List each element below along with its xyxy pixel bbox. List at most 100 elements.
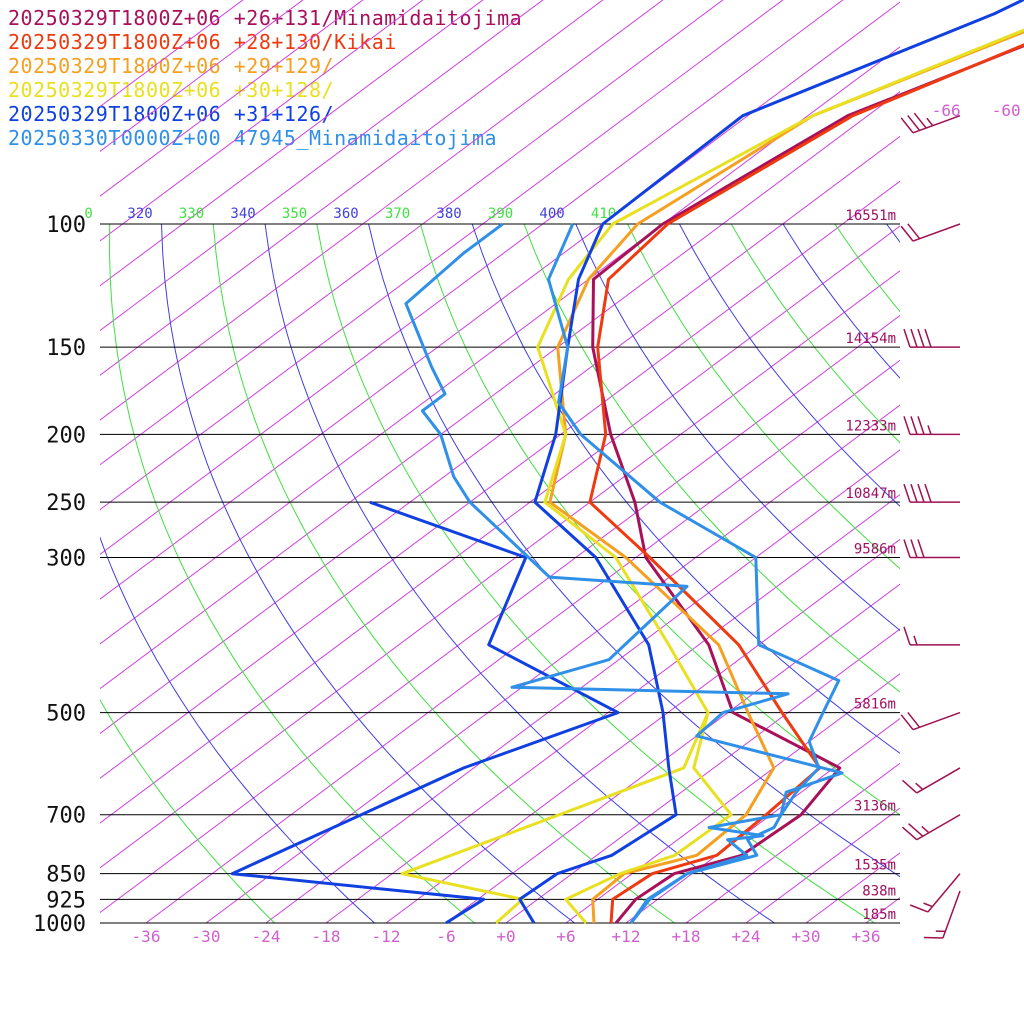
isotherm-line <box>100 0 724 466</box>
wind-barb-flag <box>903 539 911 558</box>
temperature-line <box>518 0 1024 924</box>
dewpoint-line <box>400 711 710 925</box>
dry-adiabat-line <box>730 224 900 444</box>
theta-label: 320 <box>127 206 152 222</box>
height-label: 9586m <box>854 542 896 558</box>
height-label: 14154m <box>845 331 896 347</box>
isotherm-line <box>685 762 900 923</box>
dewpoint-line <box>404 222 844 924</box>
isotherm-line <box>100 91 900 690</box>
temperature-tick-label: -30 <box>192 927 221 946</box>
height-label: 1535m <box>854 858 896 874</box>
wind-barb-flag <box>910 416 918 435</box>
wind-barb-flag <box>917 483 925 503</box>
theta-labels: 0 320 330 340 350 360 370 380 390 400 410 <box>84 206 616 222</box>
isotherm-line <box>385 538 900 923</box>
isobars: 100 16551m 150 14154m 200 12333m 250 10847m 300 9… <box>33 208 900 937</box>
theta-label: 0 <box>84 206 92 222</box>
height-label: 185m <box>862 907 896 923</box>
temperature-line <box>547 223 841 924</box>
legend-item: 20250330T0000Z+00 47945_Minamidaitojima <box>8 126 498 150</box>
dry-adiabat-line <box>109 224 475 923</box>
theta-label: 410 <box>591 206 616 222</box>
wind-barb-half-flag <box>915 782 924 790</box>
temperature-tick-label: -24 <box>252 927 281 946</box>
dry-adiabat-line <box>100 698 275 923</box>
isotherm-line <box>100 270 900 869</box>
temperature-tick-label: +6 <box>556 927 575 946</box>
pressure-label: 300 <box>46 547 86 572</box>
isotherm-line <box>100 1 900 600</box>
dry-adiabat-line <box>419 224 900 816</box>
height-label: 12333m <box>845 418 896 434</box>
temperature-tick-label: +30 <box>792 927 821 946</box>
theta-label: 330 <box>179 206 204 222</box>
wind-barb-half-flag <box>923 902 933 908</box>
temperature-tick-label: +12 <box>612 927 641 946</box>
wind-barb-flag <box>903 328 911 348</box>
height-label: 16551m <box>845 208 896 224</box>
wind-barb-half-flag <box>926 117 934 127</box>
pressure-label: 100 <box>46 213 86 238</box>
temperature-tick-label: +36 <box>852 927 881 946</box>
dry-adiabat-line <box>782 224 900 379</box>
isotherm-line <box>865 897 900 923</box>
legend-item: 20250329T1800Z+06 +29+129/ <box>8 54 335 78</box>
wind-barb-flag <box>908 823 924 837</box>
isotherm-line <box>445 583 900 923</box>
wind-barb-half-flag <box>913 635 918 646</box>
isotherm-line <box>625 717 900 923</box>
wind-barb-flag <box>900 714 914 731</box>
temperature-tick-label: +18 <box>672 927 701 946</box>
legend-item: 20250329T1800Z+06 +30+128/ <box>8 78 335 102</box>
wind-barb-flag <box>917 416 925 435</box>
isotherm-line <box>100 0 844 555</box>
height-label: 3136m <box>854 799 896 815</box>
theta-label: 380 <box>436 206 461 222</box>
wind-barb-flag <box>910 328 918 348</box>
isotherm-line <box>325 494 900 923</box>
dry-adiabats <box>100 224 900 923</box>
wind-barb-flag <box>917 328 925 348</box>
isotherm-line <box>100 0 364 197</box>
pressure-label: 200 <box>46 423 86 448</box>
temperature-tick-label: -12 <box>372 927 401 946</box>
wind-barb-flag <box>907 223 921 240</box>
wind-barb-flag <box>910 539 918 558</box>
temperature-tick-label: -18 <box>312 927 341 946</box>
wind-barb-flag <box>909 904 929 913</box>
pressure-label: 700 <box>46 804 86 829</box>
pressure-label: 250 <box>46 491 86 516</box>
wind-barb-half-flag <box>921 825 930 834</box>
isotherm-line <box>805 852 900 923</box>
theta-label: 370 <box>385 206 410 222</box>
isotherm-line <box>100 225 900 824</box>
dry-adiabat-line <box>834 224 900 313</box>
dry-adiabat-line <box>100 536 375 923</box>
legend-item: 20250329T1800Z+06 +26+131/Minamidaitojim… <box>8 6 523 30</box>
isotherm-line <box>205 404 900 923</box>
isotherm-line <box>565 673 900 923</box>
dewpoint-line <box>230 500 620 925</box>
wind-barb-flag <box>903 626 911 646</box>
wind-barb-staff <box>912 115 961 134</box>
isotherm-line <box>100 314 900 914</box>
isotherm-line <box>100 135 900 735</box>
wind-barb-flag <box>902 779 918 794</box>
theta-label: 360 <box>333 206 358 222</box>
legend-item: 20250329T1800Z+06 +31+126/ <box>8 102 335 126</box>
isotherm-line <box>100 0 604 376</box>
wind-barb-staff <box>916 814 961 841</box>
temperature-line <box>588 43 1024 924</box>
theta-label: 340 <box>230 206 255 222</box>
isotherm-line <box>100 46 900 645</box>
wind-barb-flag <box>903 483 911 503</box>
isotherm-line <box>505 628 900 923</box>
wind-barb-flag <box>907 115 921 131</box>
dry-adiabat-line <box>678 224 900 507</box>
height-label: 5816m <box>854 697 896 713</box>
isotherms <box>100 0 900 923</box>
wind-barb-flag <box>924 483 932 503</box>
wind-barb-staff <box>916 767 961 794</box>
